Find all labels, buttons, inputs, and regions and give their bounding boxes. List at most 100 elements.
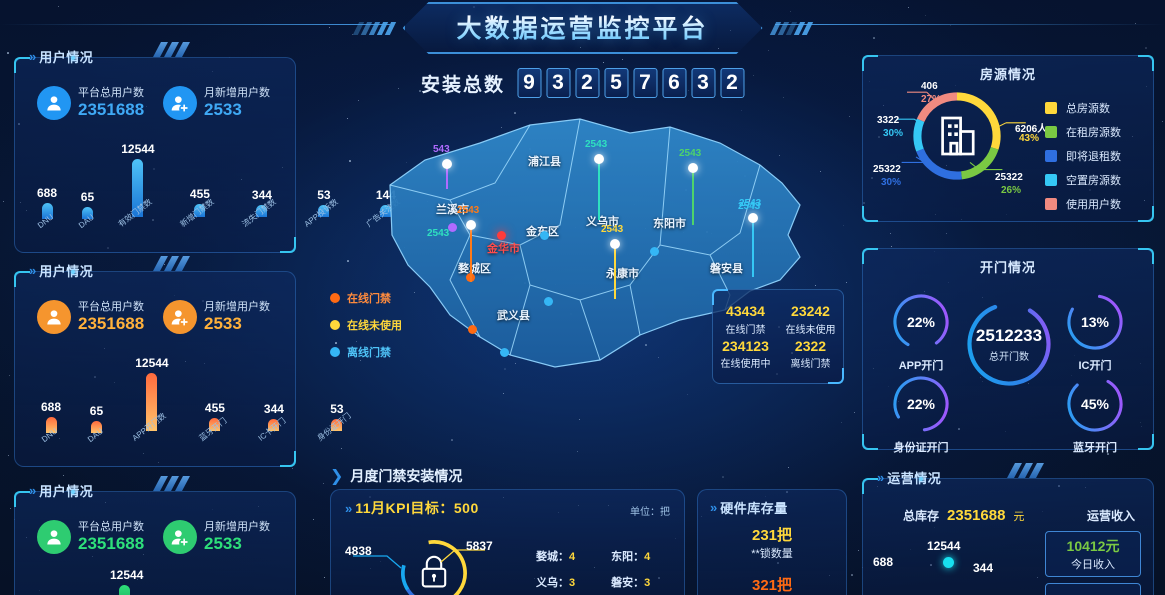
bar-column: 455 蓝牙开门 xyxy=(199,401,231,446)
install-digit-4: 7 xyxy=(633,68,657,98)
panel-title: 用户情况 xyxy=(39,481,93,500)
kpi-city-dongyang: 东阳：4 xyxy=(611,548,650,564)
panel-kpi-header: » 11月KPI目标：500 xyxy=(345,498,479,518)
bar-column: 688 DNU xyxy=(37,186,57,232)
dashboard-header: 大数据运营监控平台 xyxy=(0,0,1165,46)
install-total-label: 安装总数 xyxy=(421,70,505,97)
install-digit-5: 6 xyxy=(662,68,686,98)
stat-new-users: 月新增用户数 2533 xyxy=(163,520,270,554)
panel-user-orange: » 用户情况 平台总用户数 2351688 月新增用户数 2533 688 xyxy=(14,271,296,467)
monthly-section-title: ❯ 月度门禁安装情况 xyxy=(330,466,462,486)
map-pin-value: 543 xyxy=(433,144,450,155)
panel-title: 用户情况 xyxy=(39,261,93,280)
green-bar-value: 12544 xyxy=(110,568,143,582)
gauge-name: IC开门 xyxy=(1079,357,1112,373)
legend-swatch-icon xyxy=(1045,150,1057,162)
legend-label: 使用用户数 xyxy=(1066,196,1121,212)
title-hex-frame: 大数据运营监控平台 xyxy=(402,2,762,54)
panel-housing: 房源情况 xyxy=(862,55,1154,222)
map-stat-value: 23242 xyxy=(786,303,836,321)
kpi-city-name: 婺城 xyxy=(536,551,558,563)
map-region-jinhua: 金华市 xyxy=(487,240,520,256)
map-region-wucheng: 婺城区 xyxy=(458,260,491,276)
map-legend: 在线门禁 在线未使用 离线门禁 xyxy=(330,290,402,371)
legend-item: 空置房源数 xyxy=(1045,172,1121,188)
user-plus-icon xyxy=(163,520,197,554)
stat-label: 月新增用户数 xyxy=(204,521,270,535)
stat-new-users: 月新增用户数 2533 xyxy=(163,300,270,334)
node-dot xyxy=(71,270,75,274)
install-digit-3: 5 xyxy=(604,68,628,98)
corner-bracket xyxy=(862,434,878,450)
kpi-city-list: 婺城：4 东阳：4 义乌：3 磐安：3 xyxy=(536,548,650,590)
corner-bracket xyxy=(14,57,30,73)
bar-value: 455 xyxy=(205,401,225,415)
bar-column: 12544 有效门禁数 xyxy=(118,142,158,232)
header-line-left xyxy=(0,24,390,25)
user-icon xyxy=(37,300,71,334)
corner-bracket xyxy=(712,289,728,305)
map-stat-value: 43434 xyxy=(726,303,766,321)
bar-value: 344 xyxy=(264,402,284,416)
user-plus-icon xyxy=(163,86,197,120)
bar-value: 688 xyxy=(41,400,61,414)
map-dot-purple xyxy=(448,223,457,232)
chevron-right-icon: » xyxy=(877,470,881,485)
map-stat-value: 2322 xyxy=(791,338,831,356)
panel-door: 开门情况 2512233 总开门数 xyxy=(862,248,1154,450)
install-digit-0: 9 xyxy=(517,68,541,98)
housing-callout-0-pct: 27% xyxy=(921,94,941,105)
corner-bracket xyxy=(280,237,296,253)
panel-ops: » 运营情况 总库存 2351688 元 运营收入 10412元 今日收入 68… xyxy=(862,478,1154,595)
legend-dot-icon xyxy=(330,347,340,357)
bar-label: 新增门禁数 xyxy=(178,196,216,229)
housing-legend: 总房源数 在租房源数 即将退租数 空置房源数 使用用户数 xyxy=(1045,100,1121,220)
header-wing-left-icon xyxy=(355,22,392,35)
bar-column: 12544 APP开门数 xyxy=(132,356,172,446)
stat-total-users: 平台总用户数 2351688 xyxy=(37,300,144,334)
housing-callout-0-value: 406 xyxy=(921,81,938,92)
ops-total-stock: 总库存 2351688 元 xyxy=(903,507,1024,524)
legend-item: 总房源数 xyxy=(1045,100,1121,116)
green-bar xyxy=(119,585,130,595)
panel-door-title: 开门情况 xyxy=(863,257,1153,276)
kpi-city-pan-an: 磐安：3 xyxy=(611,574,650,590)
panel-user-green: » 用户情况 平台总用户数 2351688 月新增用户数 2533 1254 xyxy=(14,491,296,595)
gauge-pct: 13% xyxy=(1064,314,1126,330)
legend-label: 在线门禁 xyxy=(347,290,391,306)
bar-label: DAU xyxy=(86,427,105,444)
legend-swatch-icon xyxy=(1045,126,1057,138)
gauge-app: 22% APP开门 xyxy=(885,291,957,373)
map-dot-offline xyxy=(650,247,659,256)
door-total-value: 2512233 xyxy=(976,326,1042,346)
housing-callout-4-pct: 30% xyxy=(881,177,901,188)
chevron-right-icon: » xyxy=(29,483,33,498)
ops-point-value-1: 12544 xyxy=(927,539,960,553)
legend-item-offline: 离线门禁 xyxy=(330,344,402,360)
panel-stock-header: » 硬件库存量 xyxy=(710,498,788,517)
bar-label: DAU xyxy=(77,213,96,230)
bar-label: DNU xyxy=(36,212,55,230)
corner-bracket xyxy=(862,206,878,222)
panel-user-orange-header: » 用户情况 xyxy=(29,261,93,280)
legend-label: 空置房源数 xyxy=(1066,172,1121,188)
stat-total-users: 平台总用户数 2351688 xyxy=(37,86,144,120)
gauge-bluetooth: 45% 蓝牙开门 xyxy=(1059,373,1131,455)
bar-value: 65 xyxy=(90,404,103,418)
legend-label: 总房源数 xyxy=(1066,100,1110,116)
bar-column: 344 IC卡开门 xyxy=(258,402,290,446)
map-pin-value: 2543 xyxy=(679,148,701,159)
map-stat-label: 在线使用中 xyxy=(721,355,771,370)
map-region-pan-an: 磐安县 xyxy=(710,260,743,276)
stat-label: 月新增用户数 xyxy=(204,301,270,315)
map-stats-box: 43434 在线门禁 23242 在线未使用 234123 在线使用中 2322… xyxy=(712,289,844,384)
bar-column: 344 流失门禁数 xyxy=(242,188,282,232)
user-icon xyxy=(37,86,71,120)
map-stat-value: 234123 xyxy=(721,338,771,356)
stat-label: 月新增用户数 xyxy=(204,87,270,101)
dashboard-root: 大数据运营监控平台 安装总数 93257632 » 用户情况 平台总用户数 23… xyxy=(0,0,1165,595)
legend-swatch-icon xyxy=(1045,198,1057,210)
bar-column: 65 DAU xyxy=(79,190,96,232)
map-region-yongkang: 永康市 xyxy=(606,265,639,281)
map-dot-online xyxy=(468,325,477,334)
